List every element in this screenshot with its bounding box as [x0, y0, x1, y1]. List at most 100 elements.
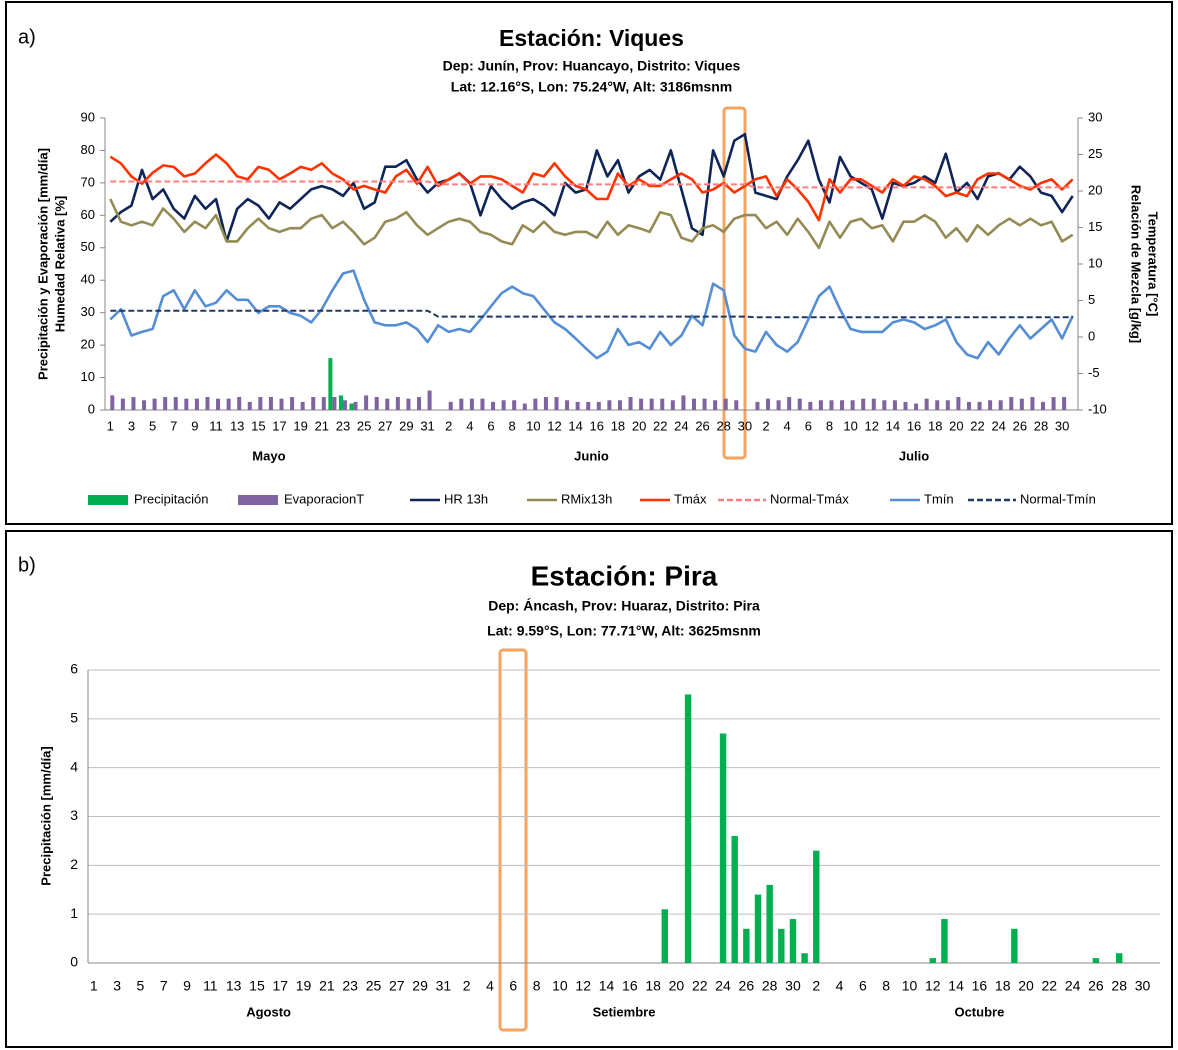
x-tick-label: 18	[611, 418, 625, 433]
x-tick-label: 17	[272, 418, 286, 433]
bar	[374, 397, 379, 410]
y-tick-label: 2	[70, 856, 78, 872]
legend-label: Tmáx	[674, 491, 707, 506]
bar	[1009, 397, 1014, 410]
y-tick-label: 30	[81, 304, 95, 319]
bar	[766, 398, 771, 410]
bar	[300, 401, 305, 410]
bar	[258, 397, 263, 410]
bar	[945, 400, 950, 410]
bar	[1051, 397, 1056, 410]
x-tick-label: 4	[466, 418, 473, 433]
x-tick-label: 8	[826, 418, 833, 433]
x-tick-label: 19	[296, 978, 312, 994]
y2-tick-label: 20	[1088, 182, 1102, 197]
bar	[543, 397, 548, 410]
x-tick-label: 16	[907, 418, 921, 433]
bar	[914, 403, 919, 410]
bar	[194, 398, 199, 410]
x-tick-label: 23	[336, 418, 350, 433]
bar	[778, 928, 785, 963]
x-tick-label: 28	[1111, 978, 1127, 994]
y-axis-label: Precipitación y Evaporación [mm/día]	[35, 148, 50, 380]
bar	[670, 400, 675, 410]
x-tick-label: 9	[183, 978, 191, 994]
bar	[731, 836, 738, 963]
x-tick-label: 15	[251, 418, 265, 433]
bar	[321, 397, 326, 410]
bar	[554, 397, 559, 410]
x-tick-label: 26	[1088, 978, 1104, 994]
x-tick-label: 29	[399, 418, 413, 433]
bar	[480, 398, 485, 410]
bar	[586, 401, 591, 410]
bar	[1040, 401, 1046, 410]
bar	[173, 397, 178, 410]
bar	[596, 401, 601, 410]
y2-tick-label: 30	[1088, 109, 1102, 124]
x-tick-label: 1	[107, 418, 114, 433]
y2-tick-label: 5	[1088, 292, 1095, 307]
y2-tick-label: 10	[1088, 255, 1102, 270]
bar	[941, 919, 948, 963]
x-tick-label: 17	[272, 978, 288, 994]
bar	[395, 397, 400, 410]
bar	[808, 401, 813, 410]
y-tick-label: 0	[88, 401, 95, 416]
x-tick-label: 18	[928, 418, 942, 433]
x-tick-label: 1	[90, 978, 98, 994]
x-tick-label: 25	[366, 978, 382, 994]
bar	[766, 884, 773, 963]
bar	[469, 398, 474, 410]
y2-tick-label: 25	[1088, 146, 1102, 161]
x-group-label: Mayo	[252, 448, 285, 463]
series-line	[109, 153, 1074, 222]
x-tick-label: 28	[1034, 418, 1048, 433]
x-tick-label: 26	[695, 418, 709, 433]
legend-label: Normal-Tmín	[1020, 491, 1096, 506]
bar	[734, 400, 739, 410]
bar	[142, 400, 147, 410]
y-tick-label: 6	[70, 661, 78, 677]
x-tick-label: 26	[739, 978, 755, 994]
bar	[1092, 958, 1100, 963]
x-tick-label: 6	[859, 978, 867, 994]
x-tick-label: 6	[487, 418, 494, 433]
panel-frame	[5, 530, 1173, 1048]
bar	[754, 894, 762, 963]
x-tick-label: 11	[209, 418, 223, 433]
x-group-label: Agosto	[246, 1004, 291, 1019]
bar	[660, 398, 665, 410]
x-tick-label: 9	[191, 418, 198, 433]
x-tick-label: 31	[436, 978, 452, 994]
x-tick-label: 12	[575, 978, 591, 994]
bar	[813, 850, 820, 963]
chart-title: Estación: Viques	[499, 25, 684, 51]
bar	[649, 398, 654, 410]
bar	[850, 400, 855, 410]
series-line	[109, 132, 1074, 243]
x-tick-label: 4	[486, 978, 494, 994]
bar	[743, 928, 750, 963]
x-tick-label: 14	[568, 418, 582, 433]
x-tick-label: 24	[674, 418, 688, 433]
x-tick-label: 18	[995, 978, 1011, 994]
panel-label: b)	[18, 554, 36, 576]
bar	[713, 400, 718, 410]
x-tick-label: 12	[865, 418, 879, 433]
x-tick-label: 20	[1018, 978, 1034, 994]
bar	[661, 909, 668, 963]
x-tick-label: 15	[249, 978, 265, 994]
x-tick-label: 27	[378, 418, 392, 433]
x-tick-label: 2	[812, 978, 820, 994]
y-tick-label: 3	[70, 807, 78, 823]
y-tick-label: 5	[70, 710, 78, 726]
x-tick-label: 10	[902, 978, 918, 994]
bar	[1011, 928, 1018, 963]
series-line	[110, 309, 1073, 319]
x-tick-label: 14	[886, 418, 900, 433]
x-tick-label: 5	[149, 418, 156, 433]
bar	[871, 398, 876, 410]
bar	[903, 401, 908, 410]
